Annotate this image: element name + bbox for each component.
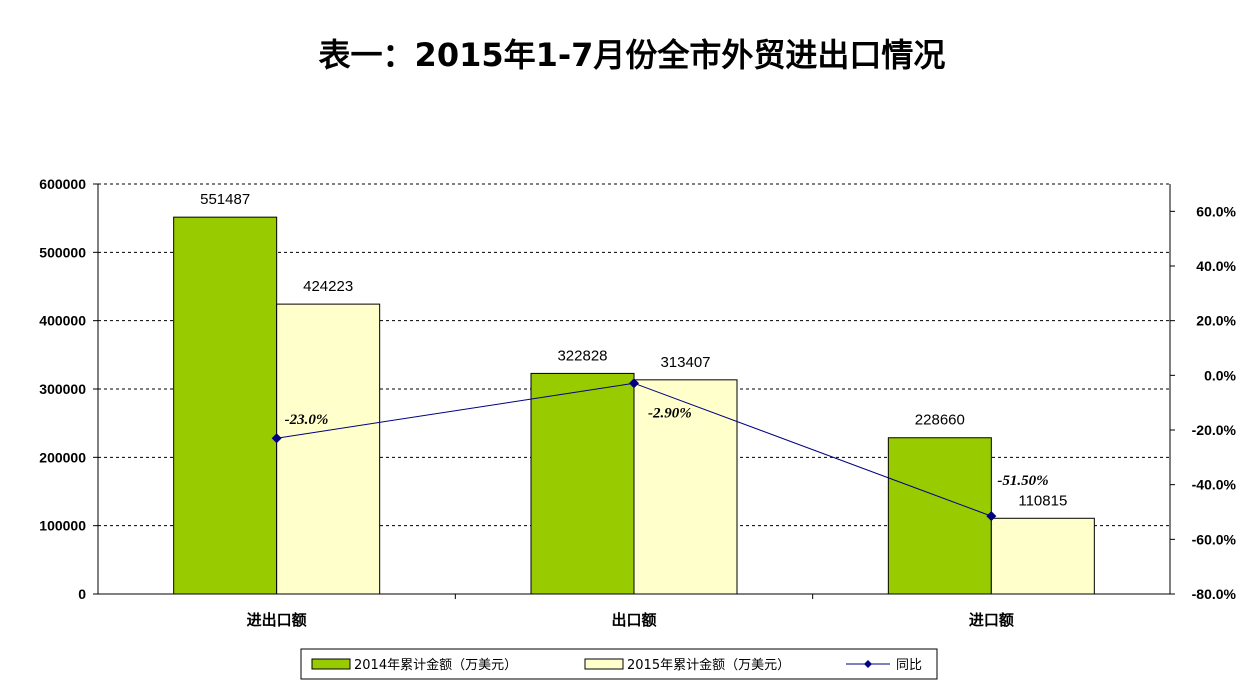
legend-label: 2014年累计金额（万美元） — [354, 657, 517, 673]
bar-value-label: 424223 — [303, 278, 353, 295]
data-labels: 551487 424223 322828 313407 228660 110815 -23.… — [200, 191, 1067, 509]
left-axis-tick-label: 300000 — [39, 381, 86, 397]
axes: 0 100000 200000 300000 400000 500000 600000 -80… — [39, 176, 1236, 629]
right-axis-tick-label: 0.0% — [1204, 367, 1236, 383]
legend-swatch — [584, 658, 624, 670]
bar-value-label: 313407 — [660, 354, 710, 371]
yoy-point — [271, 433, 282, 444]
yoy-line — [271, 378, 997, 522]
yoy-point — [629, 378, 639, 389]
right-axis-tick-label: -60.0% — [1192, 531, 1237, 547]
right-axis-tick-label: -80.0% — [1192, 586, 1237, 602]
bar — [990, 517, 1095, 595]
left-axis-tick-label: 400000 — [39, 313, 86, 329]
yoy-value-label: -23.0% — [285, 412, 329, 428]
bar-value-label: 322828 — [557, 347, 607, 364]
category-label: 进出口额 — [247, 611, 307, 629]
bar-value-label: 228660 — [915, 412, 965, 429]
legend-label: 同比 — [896, 658, 922, 673]
legend: 2014年累计金额（万美元） 2015年累计金额（万美元） 同比 — [300, 648, 938, 680]
yoy-point — [986, 511, 997, 522]
bar — [530, 372, 635, 595]
right-axis-tick-label: 60.0% — [1196, 203, 1236, 219]
bar-value-label: 551487 — [200, 191, 250, 208]
left-axis-tick-label: 200000 — [39, 449, 86, 465]
category-label: 进口额 — [969, 611, 1014, 629]
chart-title: 表一：2015年1-7月份全市外贸进出口情况 — [319, 36, 946, 74]
bar — [276, 303, 381, 595]
yoy-value-label: -2.90% — [648, 405, 692, 421]
right-axis-tick-label: 20.0% — [1196, 313, 1236, 329]
left-axis-tick-label: 600000 — [39, 176, 86, 192]
bars — [173, 216, 1095, 595]
category-label: 出口额 — [611, 611, 656, 629]
left-axis-tick-label: 100000 — [39, 518, 86, 534]
right-axis-tick-label: -20.0% — [1192, 422, 1237, 438]
bar-value-label: 110815 — [1018, 492, 1067, 509]
legend-label: 2015年累计金额（万美元） — [627, 657, 790, 673]
bar — [173, 216, 278, 595]
left-axis-tick-label: 0 — [78, 586, 86, 602]
legend-marker — [864, 660, 872, 668]
legend-swatch — [311, 658, 351, 670]
right-axis-tick-label: 40.0% — [1196, 258, 1236, 274]
bar — [887, 437, 992, 595]
right-axis-tick-label: -40.0% — [1192, 477, 1237, 493]
left-axis-tick-label: 500000 — [39, 244, 86, 260]
yoy-value-label: -51.50% — [997, 473, 1048, 489]
